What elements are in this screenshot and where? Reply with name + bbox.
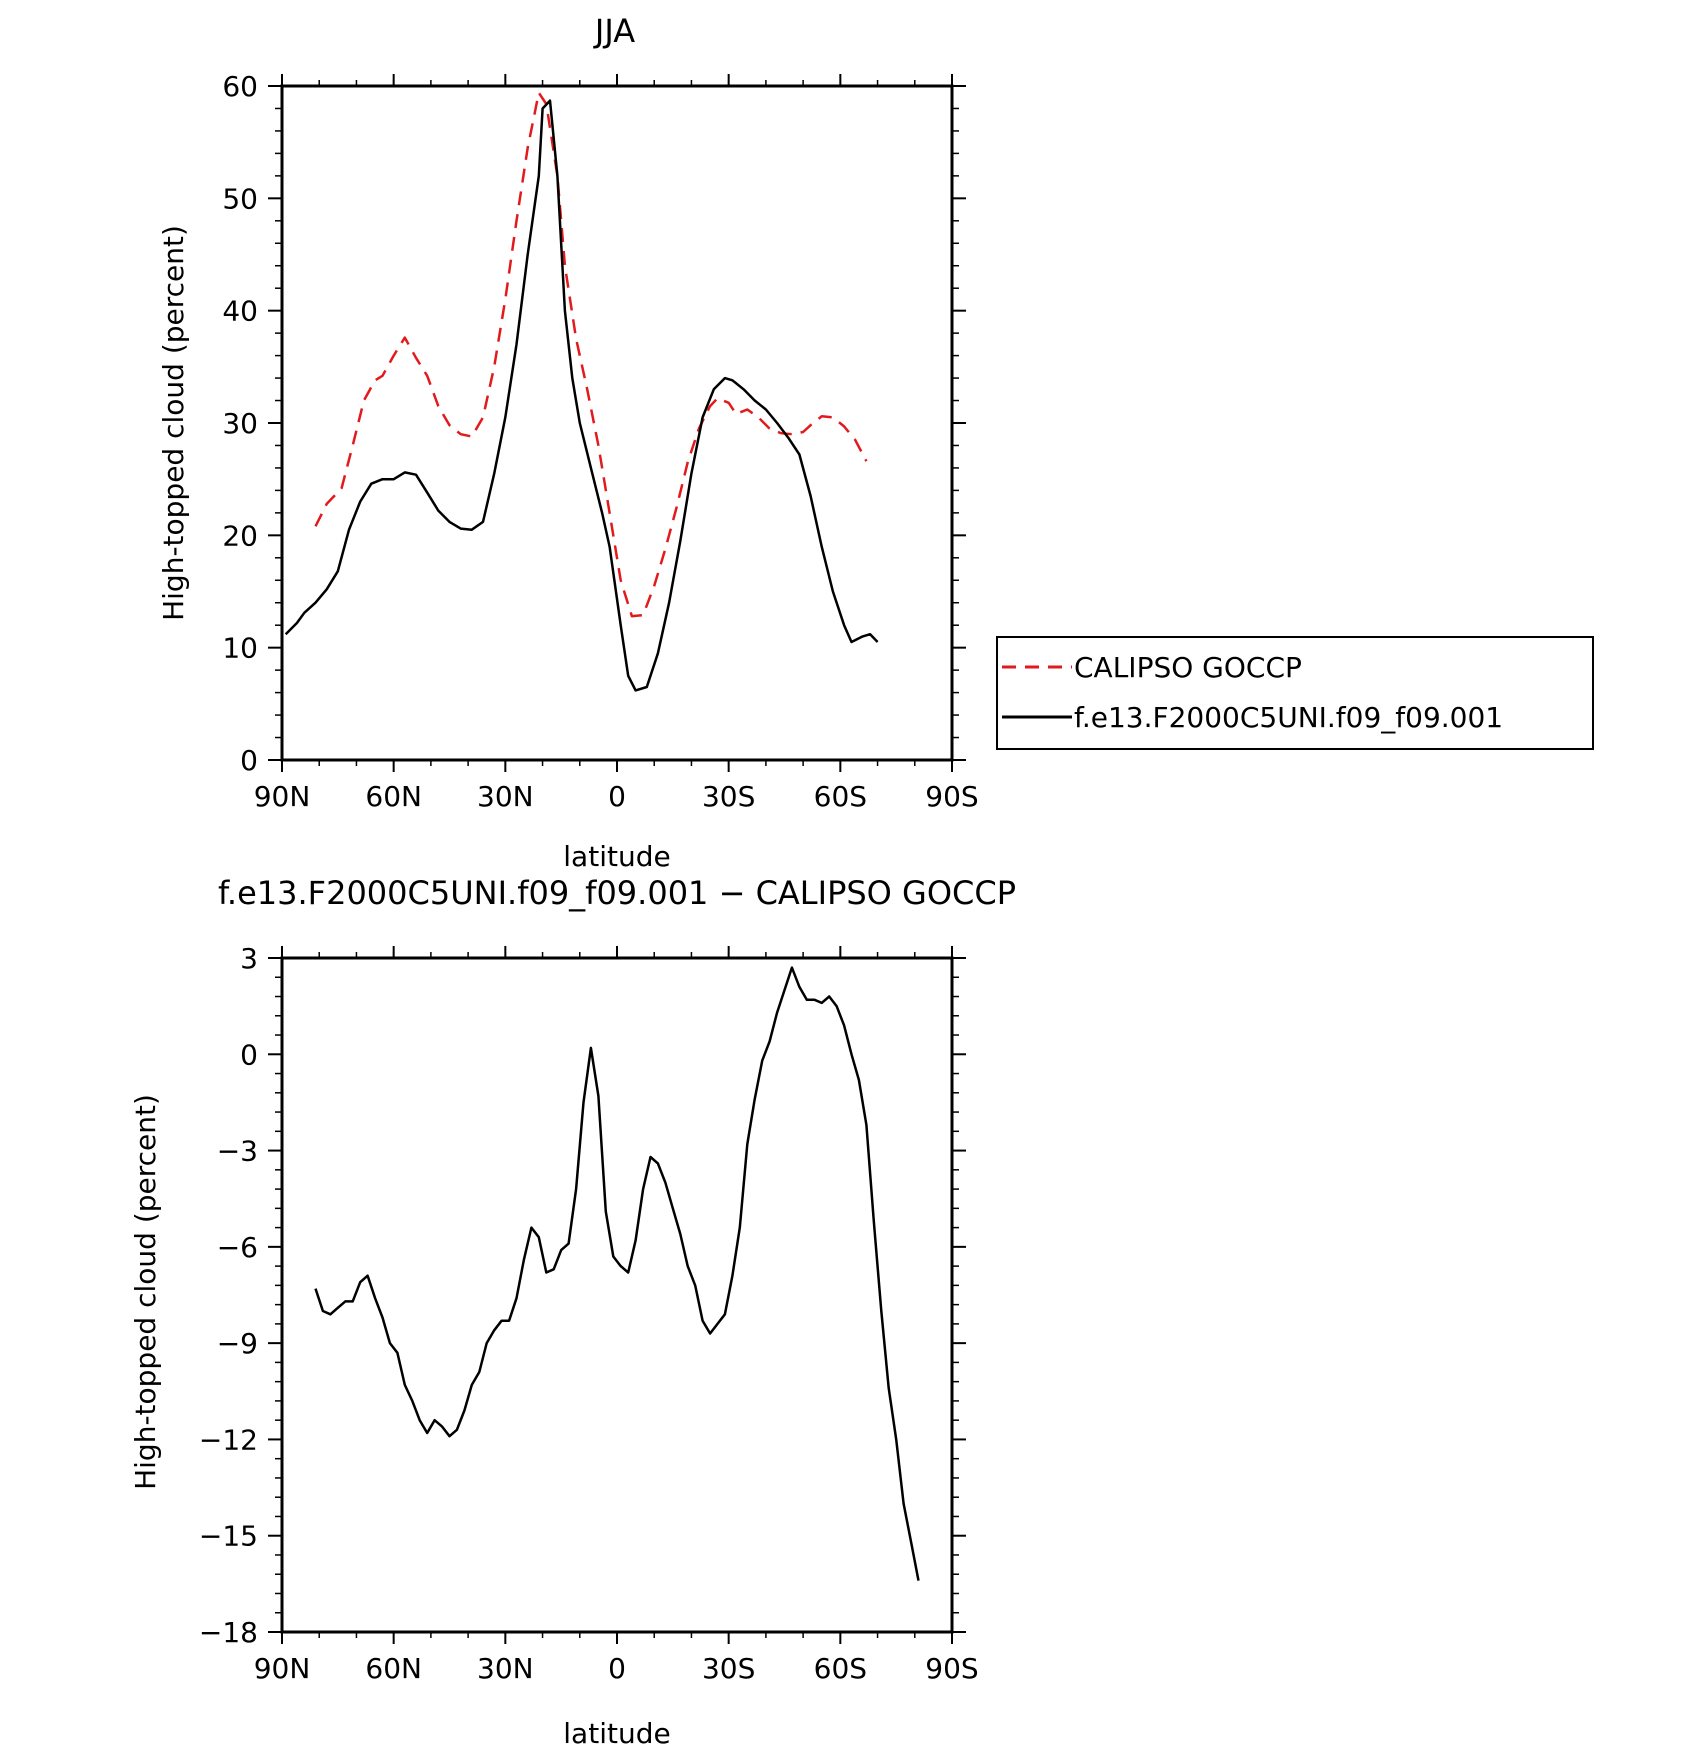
y-tick-label: 10 — [222, 632, 258, 665]
series-line-calipso — [314, 91, 868, 618]
x-tick-label: 30S — [702, 1652, 755, 1685]
x-tick-label: 60S — [814, 1652, 867, 1685]
x-tick-label: 30S — [702, 780, 755, 813]
x-tick-label: 90S — [925, 1652, 978, 1685]
y-tick-label: 20 — [222, 519, 258, 552]
x-tick-label: 60N — [365, 1652, 422, 1685]
y-tick-label: 0 — [240, 1038, 258, 1071]
top-panel: JJA 90N 60N 30N 0 30S 60S 90S 0 10 20 30 40 50 60 lat… — [157, 12, 1594, 873]
x-tick-label: 0 — [608, 1652, 626, 1685]
legend-box — [996, 636, 1594, 750]
x-tick-label: 30N — [477, 780, 534, 813]
y-tick-label: 40 — [222, 295, 258, 328]
top-plot-frame — [280, 84, 954, 762]
bottom-y-axis-label: High-topped cloud (percent) — [129, 1094, 162, 1490]
series-line-model — [314, 966, 920, 1581]
top-y-axis-label: High-topped cloud (percent) — [157, 225, 190, 621]
x-tick-label: 90S — [925, 780, 978, 813]
series-line-model — [284, 99, 879, 692]
y-tick-label: 3 — [240, 942, 258, 975]
y-tick-label: −15 — [199, 1520, 258, 1553]
x-tick-label: 90N — [254, 1652, 311, 1685]
x-tick-label: 0 — [608, 780, 626, 813]
y-tick-label: −12 — [199, 1423, 258, 1456]
y-tick-label: −18 — [199, 1616, 258, 1649]
y-tick-label: 60 — [222, 70, 258, 103]
bottom-x-axis-label: latitude — [563, 1717, 670, 1750]
y-tick-label: 30 — [222, 407, 258, 440]
bottom-panel: f.e13.F2000C5UNI.f09_f09.001 − CALIPSO G… — [129, 874, 1016, 1750]
top-x-axis-label: latitude — [563, 840, 670, 873]
y-tick-label: −6 — [217, 1231, 258, 1264]
legend: CALIPSO GOCCP f.e13.F2000C5UNI.f09_f09.0… — [996, 636, 1594, 750]
x-tick-label: 60S — [814, 780, 867, 813]
y-tick-label: −9 — [217, 1327, 258, 1360]
y-tick-label: 0 — [240, 744, 258, 777]
legend-label-model: f.e13.F2000C5UNI.f09_f09.001 — [1074, 701, 1503, 734]
x-tick-label: 30N — [477, 1652, 534, 1685]
x-tick-label: 60N — [365, 780, 422, 813]
bottom-plot-frame — [280, 956, 954, 1634]
bottom-panel-title: f.e13.F2000C5UNI.f09_f09.001 − CALIPSO G… — [218, 874, 1016, 912]
x-tick-label: 90N — [254, 780, 311, 813]
y-tick-label: −3 — [217, 1135, 258, 1168]
legend-label-calipso: CALIPSO GOCCP — [1074, 651, 1302, 684]
y-tick-label: 50 — [222, 182, 258, 215]
top-panel-title: JJA — [593, 12, 635, 50]
